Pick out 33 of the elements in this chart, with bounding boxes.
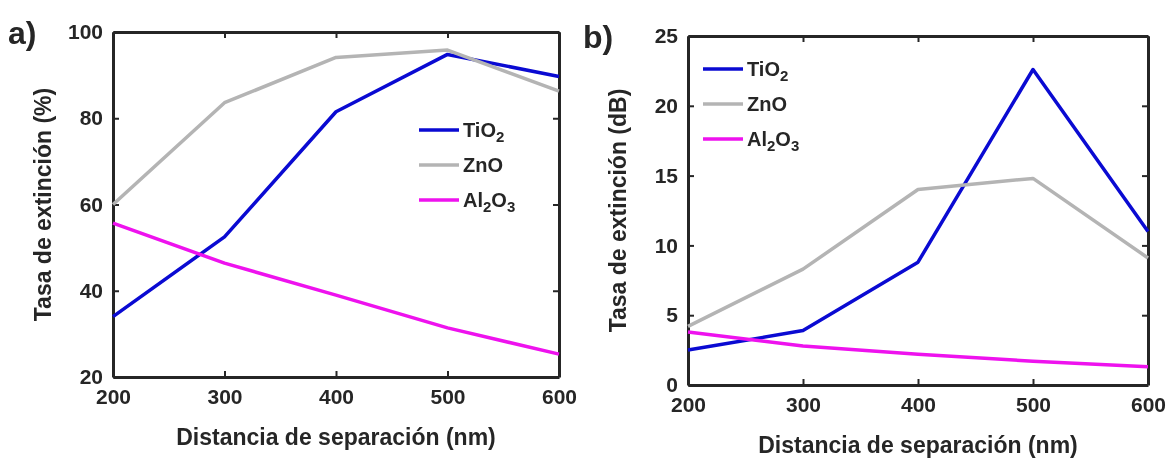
legend-label: TiO$_{2}$: [463, 119, 505, 145]
line-series: [686, 176, 1150, 329]
y-axis-title: Tasa de extinción (%): [30, 87, 56, 322]
y-tick-label: 60: [79, 192, 103, 216]
x-axis-title: Distancia de separación (nm): [176, 424, 496, 450]
chart-title: a): [8, 15, 37, 51]
x-tick-label: 300: [207, 384, 243, 408]
line-series: [111, 52, 561, 319]
line-series: [686, 330, 1150, 369]
y-tick-label: 20: [654, 94, 678, 118]
y-tick-label: 15: [654, 163, 679, 187]
x-tick-label: 600: [541, 384, 578, 408]
x-tick-label: 400: [318, 384, 355, 408]
y-tick-label: 100: [67, 20, 103, 44]
chart-title: b): [583, 19, 614, 55]
y-tick-label: 5: [666, 303, 679, 327]
line-series: [111, 221, 561, 356]
x-tick-label: 400: [900, 392, 937, 416]
legend-label: Al$_{2}$O$_{3}$: [747, 128, 800, 154]
y-axis-title: Tasa de extinción (dB): [605, 88, 631, 333]
legend-label: ZnO: [747, 93, 787, 115]
x-axis-title: Distancia de separación (nm): [758, 432, 1078, 458]
legend-label: TiO$_{2}$: [747, 58, 789, 84]
y-tick-label: 40: [79, 278, 103, 302]
legend-label: Al$_{2}$O$_{3}$: [463, 189, 516, 215]
y-tick-label: 25: [654, 24, 679, 48]
y-tick-label: 80: [79, 106, 103, 130]
x-tick-label: 300: [785, 392, 822, 416]
x-tick-label: 500: [1015, 392, 1052, 416]
x-tick-label: 500: [430, 384, 466, 408]
legend-label: ZnO: [463, 154, 503, 176]
x-tick-label: 600: [1130, 392, 1167, 416]
y-tick-label: 10: [654, 233, 678, 257]
